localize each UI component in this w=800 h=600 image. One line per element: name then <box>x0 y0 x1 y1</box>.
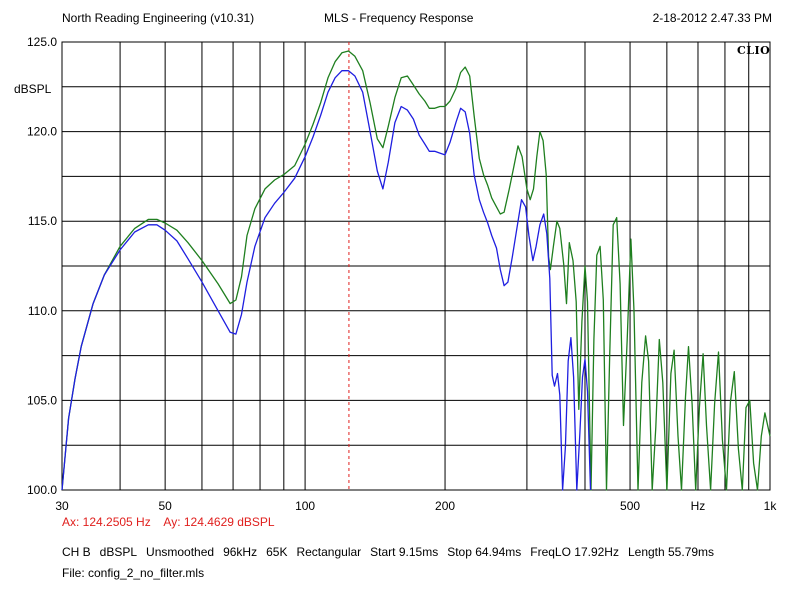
measurement-title: MLS - Frequency Response <box>324 11 474 25</box>
y-tick-label: 105.0 <box>27 393 57 407</box>
y-axis-label: dBSPL <box>14 82 52 96</box>
x-unit-label: Hz <box>691 499 706 513</box>
cursor-y-readout: Ay: 124.4629 dBSPL <box>163 515 275 529</box>
tick-labels: 100.0 105.0 110.0 115.0 120.0 125.0 30 50 100 200… <box>27 35 777 513</box>
timestamp: 2-18-2012 2.47.33 PM <box>652 11 772 25</box>
clio-logo: CLIO <box>737 44 770 57</box>
y-tick-label: 125.0 <box>27 35 57 49</box>
file-name: File: config_2_no_filter.mls <box>62 566 205 580</box>
cursor-x-readout: Ax: 124.2505 Hz <box>62 515 151 529</box>
measurement-settings: CH B dBSPL Unsmoothed 96kHz 65K Rectangular St… <box>62 545 723 559</box>
app-title: North Reading Engineering (v10.31) <box>62 11 255 25</box>
setting-item: Start 9.15ms <box>370 545 439 559</box>
x-tick-label: 100 <box>295 499 315 513</box>
setting-item: Unsmoothed <box>146 545 215 559</box>
y-tick-label: 120.0 <box>27 125 57 139</box>
x-tick-label: 200 <box>435 499 455 513</box>
x-tick-label: 30 <box>55 499 69 513</box>
setting-item: dBSPL <box>99 545 138 559</box>
setting-item: Rectangular <box>296 545 362 559</box>
series-line-0 <box>61 50 771 491</box>
series-line-1 <box>61 70 592 491</box>
setting-item: CH B <box>62 545 91 559</box>
setting-item: Stop 64.94ms <box>447 545 522 559</box>
y-tick-label: 115.0 <box>28 214 57 228</box>
setting-item: 65K <box>266 545 288 559</box>
x-tick-label: 1k <box>764 499 778 513</box>
cursor-readout: Ax: 124.2505 Hz Ay: 124.4629 dBSPL <box>62 515 285 529</box>
x-tick-label: 50 <box>158 499 172 513</box>
setting-item: Length 55.79ms <box>627 545 715 559</box>
setting-item: 96kHz <box>223 545 258 559</box>
x-tick-label: 500 <box>620 499 640 513</box>
y-tick-label: 110.0 <box>28 304 57 318</box>
y-tick-label: 100.0 <box>27 483 57 497</box>
traces <box>61 50 771 491</box>
setting-item: FreqLO 17.92Hz <box>530 545 619 559</box>
